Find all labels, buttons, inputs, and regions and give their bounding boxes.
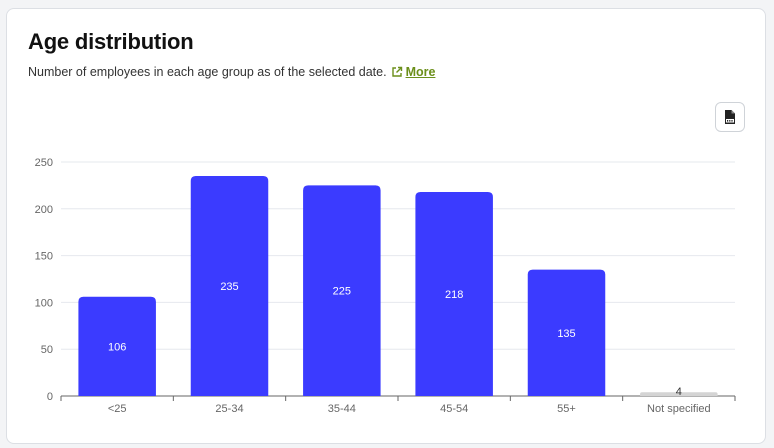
export-jpg-button[interactable] — [715, 102, 745, 132]
more-link[interactable]: More — [391, 65, 436, 79]
y-tick-label: 250 — [35, 157, 53, 169]
bar — [527, 269, 606, 396]
bar-value-label: 4 — [676, 386, 682, 398]
jpg-file-icon — [725, 110, 735, 124]
y-tick-label: 0 — [47, 391, 53, 403]
bar-value-label: 218 — [445, 289, 463, 301]
bar-value-label: 225 — [333, 286, 351, 298]
card-subtitle: Number of employees in each age group as… — [28, 65, 435, 79]
bar — [190, 176, 269, 396]
x-tick-label: 55+ — [557, 403, 576, 415]
bar — [640, 392, 718, 396]
card-title: Age distribution — [28, 29, 194, 54]
x-tick-label: 45-54 — [440, 403, 468, 415]
bar-value-label: 235 — [220, 281, 238, 293]
x-tick-label: 35-44 — [328, 403, 356, 415]
y-tick-label: 200 — [35, 204, 53, 216]
external-link-icon — [391, 66, 402, 77]
bar — [78, 296, 156, 396]
bar — [303, 185, 381, 396]
bar — [415, 191, 493, 396]
x-tick-label: 25-34 — [215, 403, 243, 415]
bar-value-label: 106 — [108, 341, 126, 353]
x-tick-label: Not specified — [647, 403, 711, 415]
x-tick-label: <25 — [108, 403, 127, 415]
bar-value-label: 135 — [557, 328, 575, 340]
subtitle-text: Number of employees in each age group as… — [28, 65, 387, 79]
more-link-label: More — [405, 65, 436, 79]
y-tick-label: 100 — [35, 297, 53, 309]
y-tick-label: 50 — [41, 344, 53, 356]
y-tick-label: 150 — [35, 251, 53, 263]
